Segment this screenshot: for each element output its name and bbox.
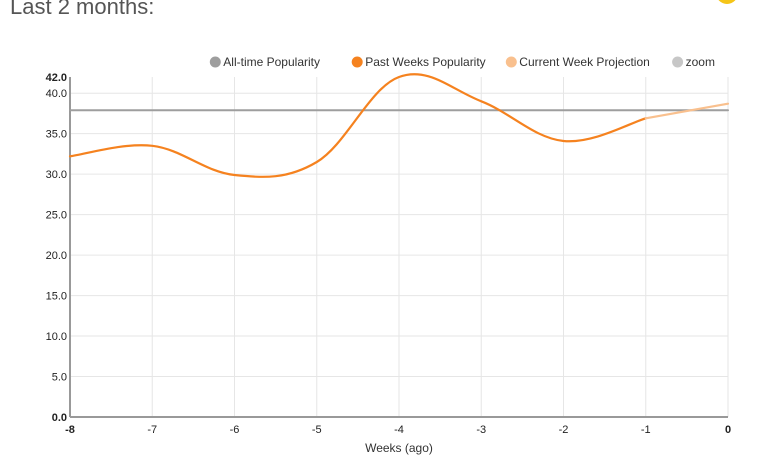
y-tick-label: 20.0 <box>46 250 67 262</box>
legend-item-past-weeks-popularity: Past Weeks Popularity <box>351 55 486 69</box>
legend: All-time Popularity Past Weeks Popularity… <box>209 55 715 69</box>
series-line-current-week-projection <box>644 102 730 120</box>
legend-circle-icon <box>209 56 221 68</box>
axes <box>69 77 728 418</box>
y-tick-label: 15.0 <box>46 291 67 303</box>
page-heading: Last 2 months: <box>10 0 155 19</box>
legend-label: Current Week Projection <box>519 55 650 69</box>
legend-circle-icon <box>672 56 684 68</box>
y-tick-label: 25.0 <box>46 210 67 222</box>
x-tick-label: -2 <box>559 424 569 436</box>
x-tick-label: 0 <box>725 424 731 436</box>
legend-item-zoom: zoom <box>672 55 715 69</box>
y-tick-label: 10.0 <box>46 331 67 343</box>
x-tick-label: -8 <box>65 424 75 436</box>
x-tick-label: -3 <box>476 424 486 436</box>
x-tick-label: -4 <box>394 424 404 436</box>
x-tick-label: -5 <box>312 424 322 436</box>
grid <box>69 77 729 417</box>
y-tick-label: 35.0 <box>46 129 67 141</box>
legend-item-current-week-projection: Current Week Projection <box>505 55 650 69</box>
y-tick-label: 5.0 <box>52 372 67 384</box>
x-tick-label: -7 <box>147 424 157 436</box>
y-tick-label: 40.0 <box>46 88 67 100</box>
x-axis-title: Weeks (ago) <box>365 441 433 455</box>
legend-circle-icon <box>351 56 363 68</box>
x-tick-label: -1 <box>641 424 651 436</box>
series-line-past-weeks-popularity <box>68 73 647 178</box>
y-tick-label: 42.0 <box>46 72 67 84</box>
legend-label: All-time Popularity <box>223 55 320 69</box>
legend-circle-icon <box>505 56 517 68</box>
y-tick-label: 30.0 <box>46 169 67 181</box>
corner-badge-icon <box>716 0 738 4</box>
legend-label: Past Weeks Popularity <box>365 55 486 69</box>
y-tick-label: 0.0 <box>52 412 67 424</box>
x-tick-label: -6 <box>230 424 240 436</box>
legend-item-all-time-popularity: All-time Popularity <box>209 55 320 69</box>
tick-labels: 0.0 5.0 10.0 15.0 20.0 25.0 30.0 35.0 40.0 42.0 -8… <box>46 72 731 436</box>
series <box>68 73 730 178</box>
legend-label: zoom <box>686 55 715 69</box>
